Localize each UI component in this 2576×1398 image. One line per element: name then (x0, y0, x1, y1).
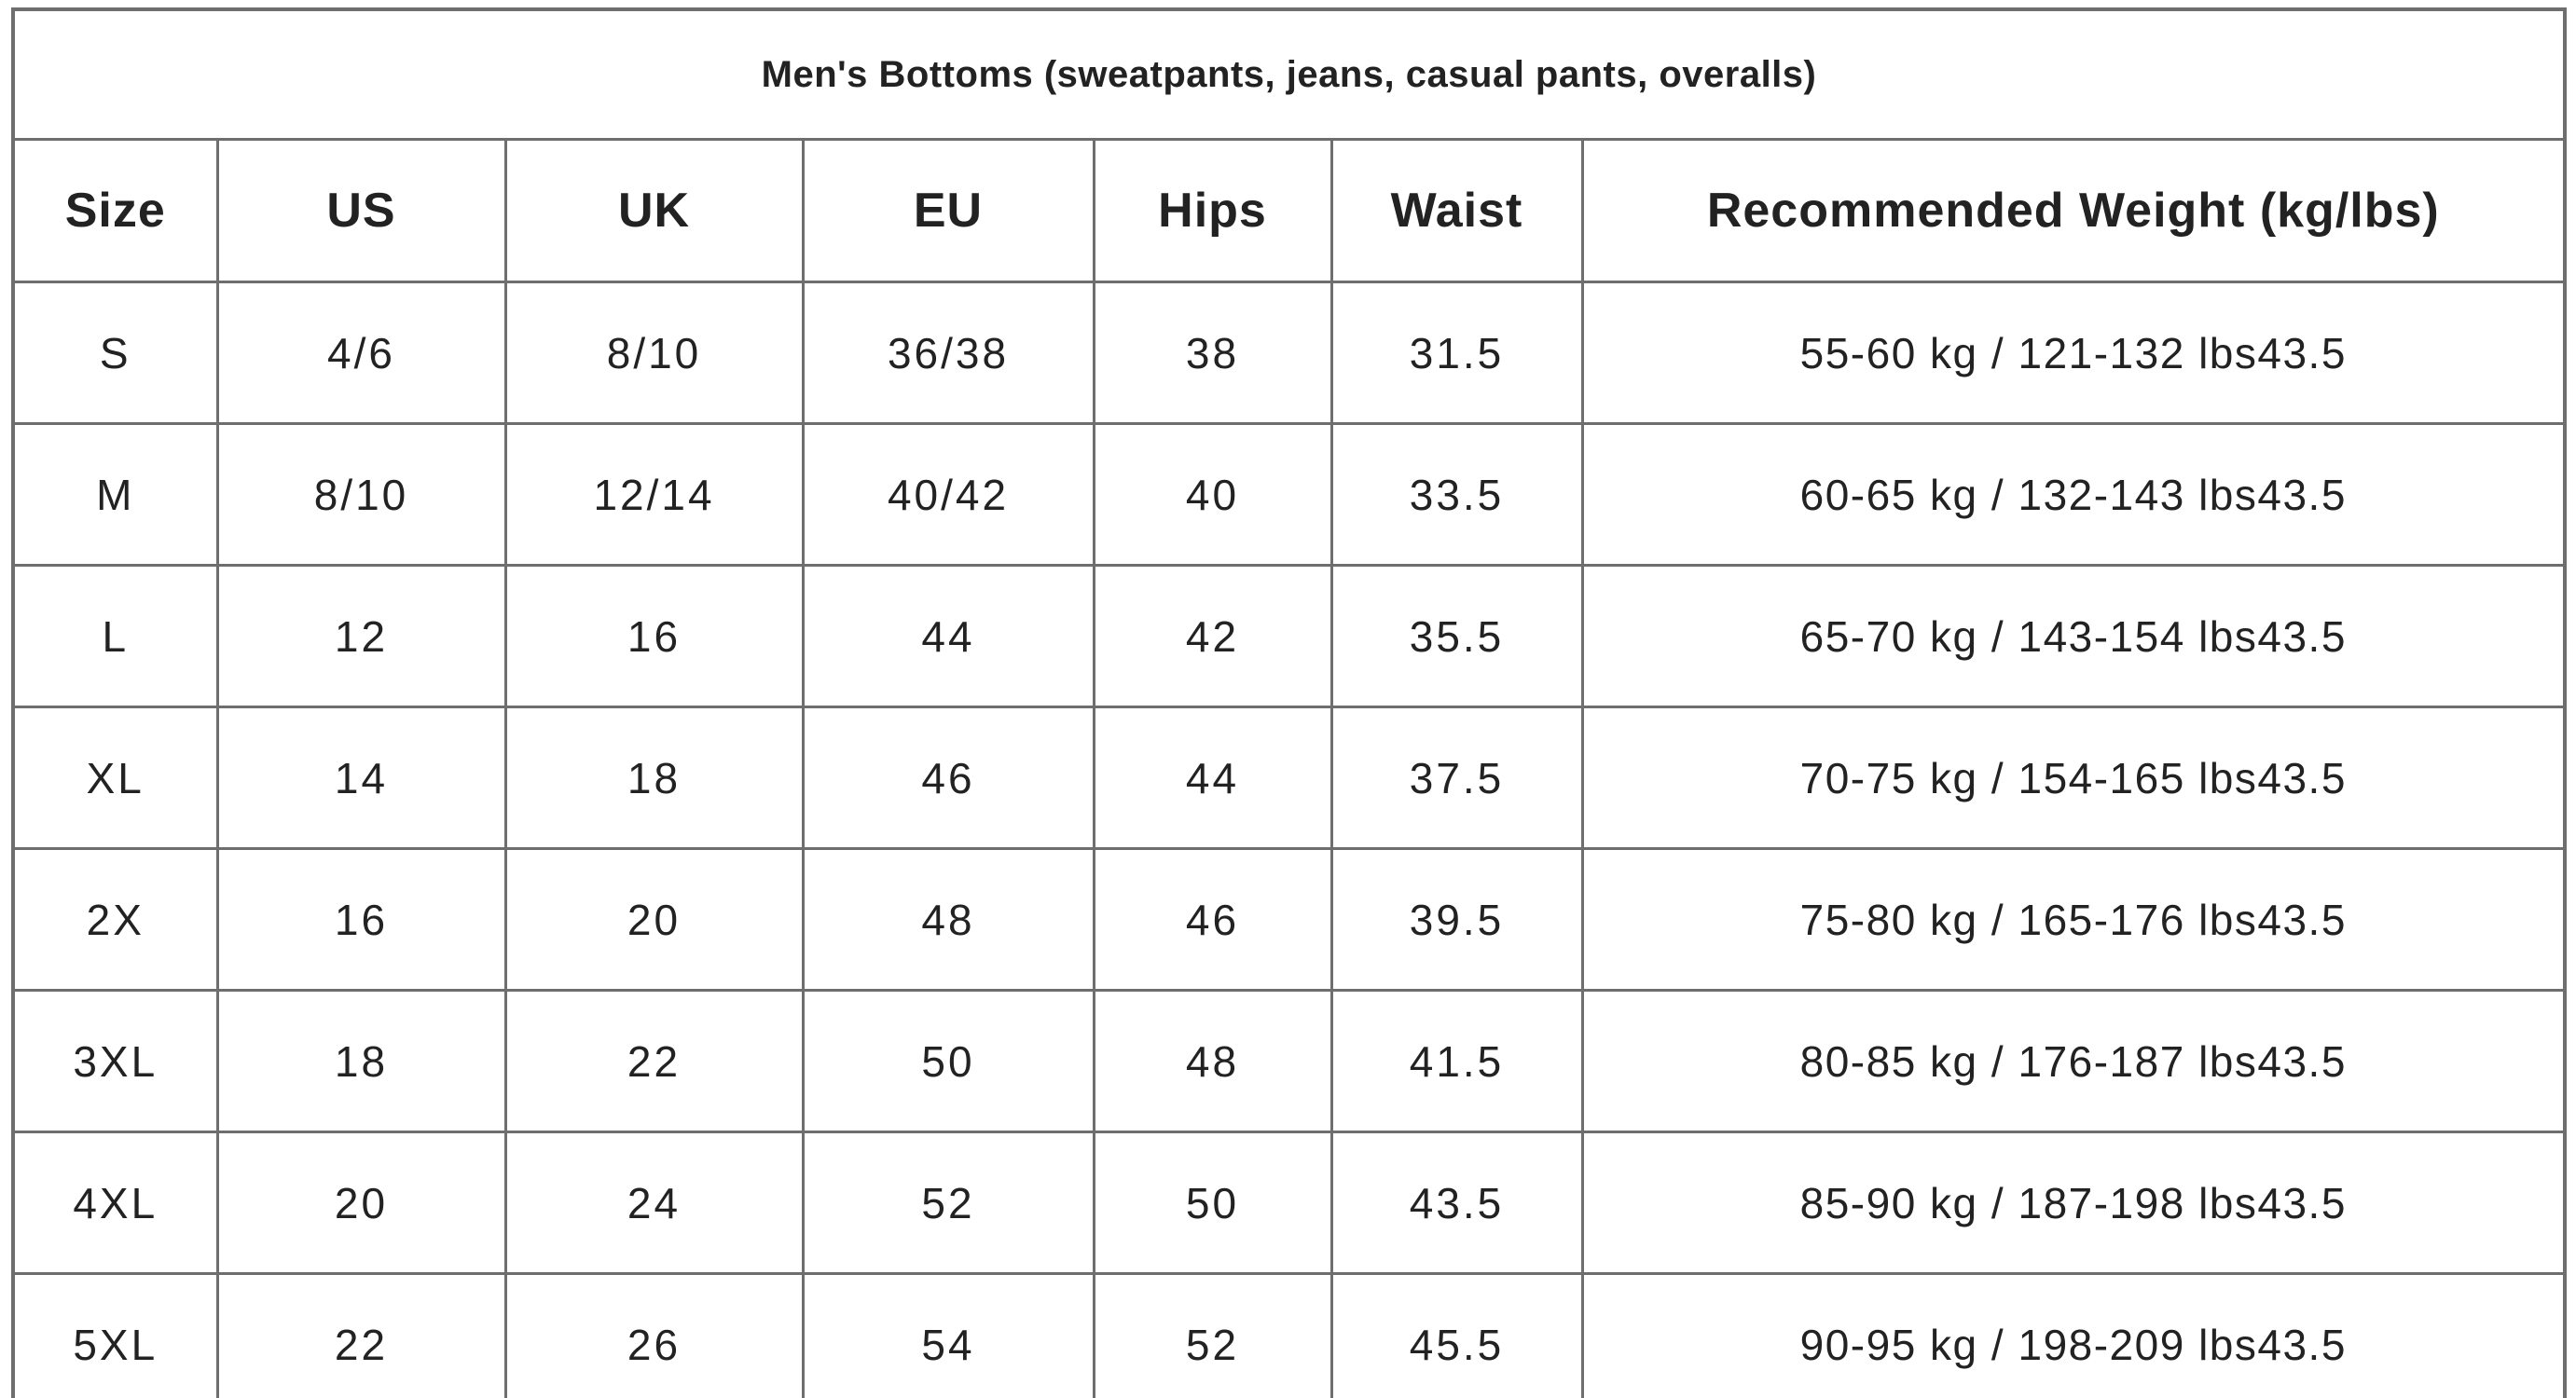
cell-hips: 52 (1092, 1272, 1333, 1398)
cell-uk: 22 (503, 989, 805, 1133)
cell-hips: 48 (1092, 989, 1333, 1133)
cell-size: 2X (11, 847, 219, 992)
cell-eu: 54 (801, 1272, 1095, 1398)
table-row-2x: 2X 16 20 48 46 39.5 75-80 kg / 165-176 l… (11, 847, 2567, 992)
cell-waist: 45.5 (1329, 1272, 1584, 1398)
cell-eu: 48 (801, 847, 1095, 992)
column-header-uk: UK (503, 138, 805, 283)
cell-us: 18 (215, 989, 507, 1133)
column-header-waist: Waist (1329, 138, 1584, 283)
cell-size: 3XL (11, 989, 219, 1133)
cell-eu: 40/42 (801, 422, 1095, 567)
cell-us: 8/10 (215, 422, 507, 567)
cell-waist: 35.5 (1329, 564, 1584, 708)
cell-size: S (11, 281, 219, 425)
table-row-l: L 12 16 44 42 35.5 65-70 kg / 143-154 lb… (11, 564, 2567, 708)
cell-uk: 18 (503, 706, 805, 850)
column-header-hips: Hips (1092, 138, 1333, 283)
cell-eu: 50 (801, 989, 1095, 1133)
table-row-m: M 8/10 12/14 40/42 40 33.5 60-65 kg / 13… (11, 422, 2567, 567)
cell-hips: 42 (1092, 564, 1333, 708)
cell-weight: 75-80 kg / 165-176 lbs43.5 (1580, 847, 2567, 992)
cell-waist: 33.5 (1329, 422, 1584, 567)
cell-uk: 16 (503, 564, 805, 708)
cell-hips: 38 (1092, 281, 1333, 425)
table-row-s: S 4/6 8/10 36/38 38 31.5 55-60 kg / 121-… (11, 281, 2567, 425)
cell-waist: 41.5 (1329, 989, 1584, 1133)
cell-size: XL (11, 706, 219, 850)
table-row-4xl: 4XL 20 24 52 50 43.5 85-90 kg / 187-198 … (11, 1131, 2567, 1275)
cell-us: 20 (215, 1131, 507, 1275)
column-header-size: Size (11, 138, 219, 283)
cell-hips: 50 (1092, 1131, 1333, 1275)
cell-us: 12 (215, 564, 507, 708)
cell-size: 4XL (11, 1131, 219, 1275)
cell-hips: 46 (1092, 847, 1333, 992)
cell-size: L (11, 564, 219, 708)
header-row: Size US UK EU Hips Waist Recommended Wei… (11, 138, 2567, 283)
cell-eu: 52 (801, 1131, 1095, 1275)
title-row: Men's Bottoms (sweatpants, jeans, casual… (11, 7, 2567, 141)
cell-weight: 80-85 kg / 176-187 lbs43.5 (1580, 989, 2567, 1133)
cell-waist: 43.5 (1329, 1131, 1584, 1275)
cell-us: 4/6 (215, 281, 507, 425)
cell-us: 14 (215, 706, 507, 850)
cell-weight: 85-90 kg / 187-198 lbs43.5 (1580, 1131, 2567, 1275)
cell-uk: 12/14 (503, 422, 805, 567)
cell-waist: 31.5 (1329, 281, 1584, 425)
cell-weight: 60-65 kg / 132-143 lbs43.5 (1580, 422, 2567, 567)
cell-weight: 70-75 kg / 154-165 lbs43.5 (1580, 706, 2567, 850)
table-row-5xl: 5XL 22 26 54 52 45.5 90-95 kg / 198-209 … (11, 1272, 2567, 1398)
cell-size: M (11, 422, 219, 567)
cell-hips: 44 (1092, 706, 1333, 850)
table-title: Men's Bottoms (sweatpants, jeans, casual… (11, 7, 2567, 141)
size-chart-table: Men's Bottoms (sweatpants, jeans, casual… (11, 7, 2568, 1398)
cell-uk: 20 (503, 847, 805, 992)
cell-eu: 36/38 (801, 281, 1095, 425)
cell-weight: 65-70 kg / 143-154 lbs43.5 (1580, 564, 2567, 708)
cell-size: 5XL (11, 1272, 219, 1398)
cell-uk: 8/10 (503, 281, 805, 425)
cell-hips: 40 (1092, 422, 1333, 567)
table-row-xl: XL 14 18 46 44 37.5 70-75 kg / 154-165 l… (11, 706, 2567, 850)
cell-waist: 37.5 (1329, 706, 1584, 850)
cell-uk: 26 (503, 1272, 805, 1398)
column-header-eu: EU (801, 138, 1095, 283)
column-header-us: US (215, 138, 507, 283)
cell-us: 16 (215, 847, 507, 992)
cell-uk: 24 (503, 1131, 805, 1275)
cell-eu: 46 (801, 706, 1095, 850)
column-header-weight: Recommended Weight (kg/lbs) (1580, 138, 2567, 283)
cell-waist: 39.5 (1329, 847, 1584, 992)
cell-us: 22 (215, 1272, 507, 1398)
cell-weight: 55-60 kg / 121-132 lbs43.5 (1580, 281, 2567, 425)
cell-weight: 90-95 kg / 198-209 lbs43.5 (1580, 1272, 2567, 1398)
cell-eu: 44 (801, 564, 1095, 708)
table-row-3xl: 3XL 18 22 50 48 41.5 80-85 kg / 176-187 … (11, 989, 2567, 1133)
